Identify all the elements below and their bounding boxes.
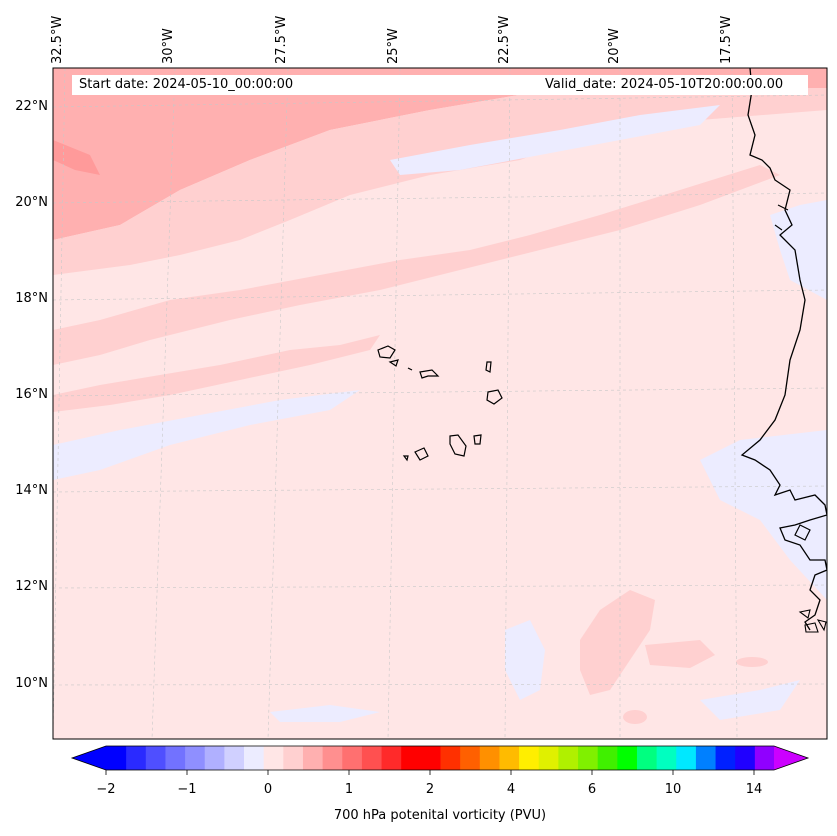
colorbar-swatch (145, 746, 166, 770)
colorbar-tick-label: 1 (344, 782, 354, 797)
colorbar-swatch (557, 746, 579, 770)
lon-label: 30°W (161, 28, 176, 64)
island-boa-vista (486, 389, 503, 405)
colorbar-tick-label: 14 (745, 782, 763, 797)
pv-region-blue-s (505, 620, 545, 700)
lat-label: 10°N (15, 676, 48, 691)
start-date-text: Start date: 2024-05-10_00:00:00 (79, 77, 294, 92)
colorbar-swatch (754, 746, 775, 770)
pv-region-pink-blob3 (623, 710, 647, 724)
colorbar-tick-label: 10 (664, 782, 682, 797)
colorbar-swatch (361, 746, 382, 770)
island-fogo (414, 447, 429, 461)
colorbar-swatch (381, 746, 402, 770)
colorbar-swatch (440, 746, 461, 770)
lat-label: 22°N (15, 99, 48, 114)
island-sao-vicente (388, 359, 399, 367)
pv-region-pink-blob1 (580, 590, 655, 695)
pv-region-blue-mid (53, 390, 360, 480)
colorbar-tick-label: −2 (96, 782, 116, 797)
colorbar-swatch (656, 746, 677, 770)
bijagos-islands (798, 609, 827, 633)
pv-region-pink-sw (53, 335, 380, 412)
cape-verde-islands (377, 345, 503, 462)
pv-region-rose-dark (53, 140, 100, 175)
lon-label: 25°W (386, 28, 401, 64)
colorbar-swatch (204, 746, 225, 770)
lon-label: 32.5°W (50, 15, 65, 64)
colorbar-swatch (715, 746, 736, 770)
colorbar-label: 700 hPa potenital vorticity (PVU) (333, 808, 547, 823)
pv-region-pink-blob2 (645, 640, 715, 668)
colorbar (70, 745, 810, 775)
lat-label: 20°N (15, 195, 48, 210)
colorbar-swatch (400, 746, 421, 770)
colorbar-swatch (675, 746, 696, 770)
graticule (53, 68, 827, 739)
colorbar-swatch (341, 746, 362, 770)
lon-label: 17.5°W (719, 15, 734, 64)
colorbar-swatch (616, 746, 637, 770)
lon-label: 20°W (607, 28, 622, 64)
colorbar-swatch (263, 746, 284, 770)
colorbar-extend-high (774, 746, 808, 770)
colorbar-swatch (597, 746, 618, 770)
pv-region-rose (53, 68, 827, 240)
colorbar-swatch (734, 746, 755, 770)
lon-label: 22.5°W (497, 15, 512, 64)
colorbar-tick-label: 2 (425, 782, 435, 797)
island-sao-nicolau (419, 369, 440, 379)
pv-region-pink-north (53, 88, 827, 275)
colorbar-swatch (420, 746, 441, 770)
colorbar-extend-low (72, 746, 106, 770)
colorbar-swatch (243, 746, 264, 770)
colorbar-swatch (322, 746, 343, 770)
map-panel (52, 67, 828, 740)
colorbar-swatch (518, 746, 539, 770)
coast-inlet (774, 204, 789, 231)
pv-region-blue-se (700, 430, 827, 600)
pv-region-pink-blob4 (736, 657, 768, 667)
island-sal (485, 361, 492, 373)
africa-coastline (740, 68, 827, 631)
map-frame (52, 67, 828, 740)
island-santa-luzia (407, 367, 413, 371)
colorbar-swatch (695, 746, 716, 770)
colorbar-tick-label: 0 (263, 782, 273, 797)
colorbar-swatch (459, 746, 480, 770)
lat-label: 12°N (15, 579, 48, 594)
colorbar-swatch (636, 746, 657, 770)
colorbar-swatch (538, 746, 559, 770)
colorbar-swatch (164, 746, 186, 770)
lat-label: 18°N (15, 291, 48, 306)
date-banner (72, 75, 808, 95)
pv-region-blue-se2 (700, 680, 800, 720)
valid-date-text: Valid_date: 2024-05-10T20:00:00.00 (545, 77, 784, 92)
island-santo-antao (377, 345, 396, 359)
colorbar-swatch (577, 746, 598, 770)
lat-label: 14°N (15, 483, 48, 498)
pv-region-blue-north (390, 105, 720, 175)
colorbar-swatch (223, 746, 245, 770)
colorbar-tick-label: 6 (587, 782, 597, 797)
lon-label: 27.5°W (274, 15, 289, 64)
colorbar-swatch (184, 746, 205, 770)
africa-estuary (794, 524, 811, 541)
colorbar-swatch (106, 746, 127, 770)
colorbar-swatch (302, 746, 323, 770)
island-brava (402, 455, 409, 462)
colorbar-swatch (282, 746, 303, 770)
pv-region-blue-ne (770, 200, 827, 300)
lat-label: 16°N (15, 387, 48, 402)
pv-region-blue-sw (270, 705, 380, 722)
colorbar-swatch (498, 746, 520, 770)
colorbar-tick-label: 4 (506, 782, 516, 797)
pv-region-pink-mid (53, 165, 780, 365)
island-santiago (449, 434, 467, 457)
colorbar-swatch (479, 746, 500, 770)
colorbar-tick-label: −1 (177, 782, 197, 797)
colorbar-swatch (125, 746, 146, 770)
island-maio (473, 434, 482, 445)
